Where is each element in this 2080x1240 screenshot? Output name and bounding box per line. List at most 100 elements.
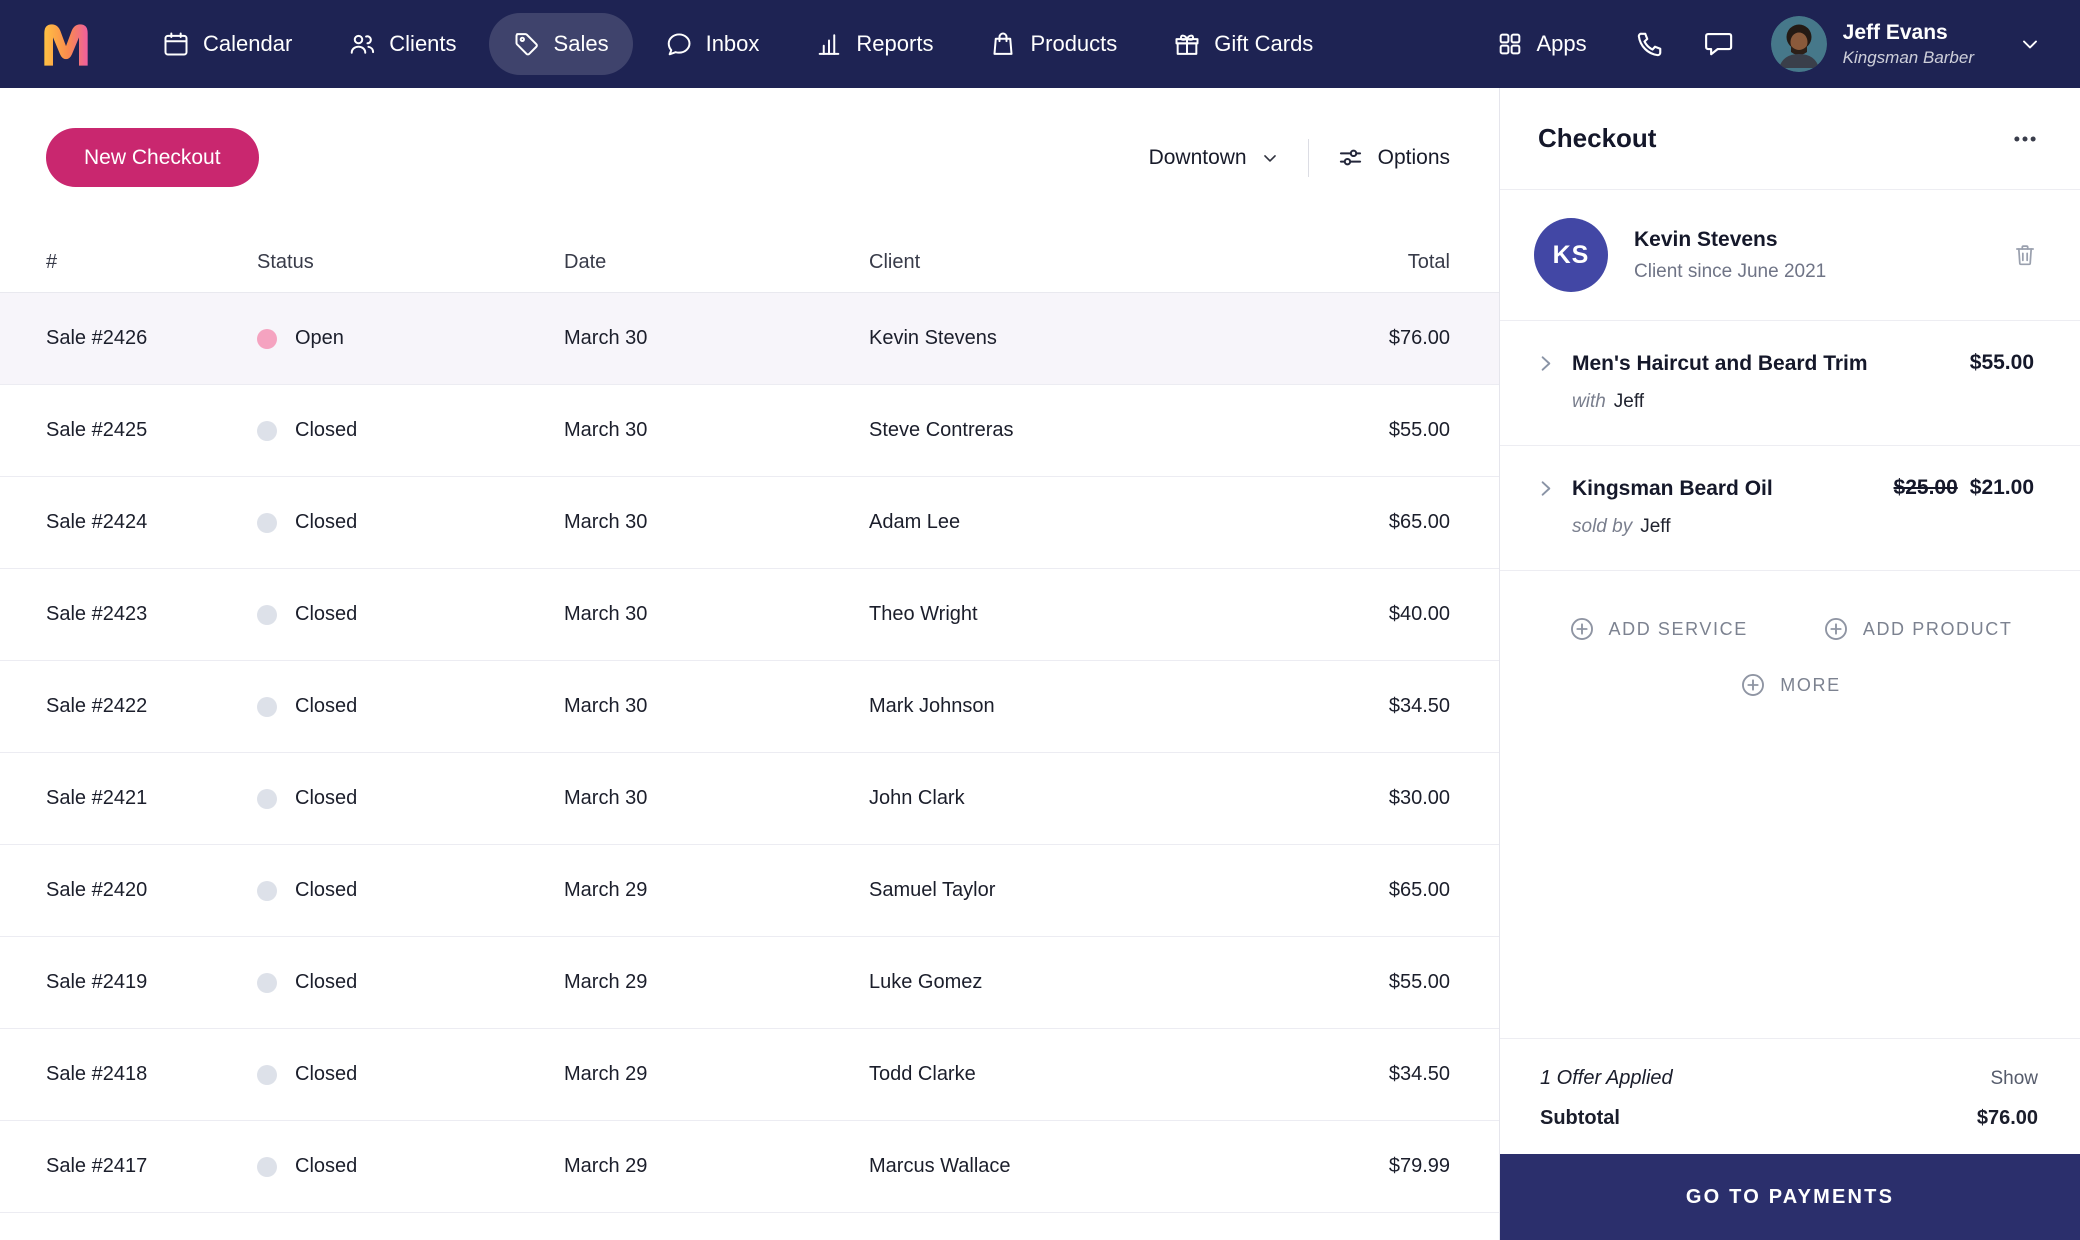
sale-status: Closed bbox=[257, 879, 564, 902]
nav-item-label: Products bbox=[1030, 31, 1118, 56]
shopping-bag-icon bbox=[989, 30, 1017, 58]
toolbar-divider bbox=[1307, 138, 1309, 177]
chevron-right-icon[interactable] bbox=[1534, 352, 1557, 375]
sale-status: Closed bbox=[257, 1155, 564, 1178]
sale-id: Sale #2418 bbox=[46, 1063, 148, 1085]
nav-item-label: Sales bbox=[553, 31, 609, 56]
location-label: Downtown bbox=[1148, 145, 1247, 169]
chevron-down-icon bbox=[1263, 154, 1276, 162]
location-dropdown[interactable]: Downtown bbox=[1149, 146, 1280, 170]
sale-id: Sale #2425 bbox=[46, 419, 148, 441]
phone-icon[interactable] bbox=[1635, 29, 1665, 59]
add-product-button[interactable]: ADD PRODUCT bbox=[1822, 615, 2013, 643]
nav-item-sales[interactable]: Sales bbox=[488, 13, 633, 75]
nav-item-label: Calendar bbox=[203, 31, 293, 56]
sales-table: # Status Date Client Total Sale #2426 Op… bbox=[0, 233, 1499, 1213]
table-row[interactable]: Sale #2418 Closed March 29 Todd Clarke $… bbox=[0, 1029, 1499, 1121]
sale-date: March 29 bbox=[564, 1155, 648, 1177]
brand-logo-icon[interactable] bbox=[40, 20, 92, 68]
sale-total: $55.00 bbox=[1388, 419, 1450, 441]
table-row[interactable]: Sale #2425 Closed March 30 Steve Contrer… bbox=[0, 385, 1499, 477]
checkout-line-item-service[interactable]: Men's Haircut and Beard Trim $55.00 with… bbox=[1500, 321, 2080, 447]
table-row[interactable]: Sale #2420 Closed March 29 Samuel Taylor… bbox=[0, 845, 1499, 937]
sale-date: March 30 bbox=[564, 511, 648, 533]
sale-date: March 29 bbox=[564, 971, 648, 993]
navbar-right: Apps Jeff Evans bbox=[1486, 13, 2043, 75]
nav-item-label: Apps bbox=[1536, 31, 1587, 56]
status-label: Closed bbox=[295, 971, 358, 993]
nav-item-gift-cards[interactable]: Gift Cards bbox=[1149, 13, 1337, 75]
status-label: Closed bbox=[295, 419, 358, 441]
item-meta-prefix: with bbox=[1572, 391, 1606, 413]
table-row[interactable]: Sale #2419 Closed March 29 Luke Gomez $5… bbox=[0, 937, 1499, 1029]
chevron-down-icon[interactable] bbox=[2018, 32, 2042, 56]
sale-date: March 29 bbox=[564, 879, 648, 901]
sale-total: $34.50 bbox=[1388, 695, 1450, 717]
sale-client: Marcus Wallace bbox=[869, 1155, 1011, 1177]
chevron-right-icon[interactable] bbox=[1534, 477, 1557, 500]
go-to-payments-button[interactable]: GO TO PAYMENTS bbox=[1500, 1154, 2080, 1240]
more-options-icon[interactable] bbox=[2010, 124, 2040, 154]
options-button[interactable]: Options bbox=[1337, 144, 1450, 171]
remove-client-trash-icon[interactable] bbox=[2012, 242, 2038, 268]
sale-status: Closed bbox=[257, 787, 564, 810]
add-service-button[interactable]: ADD SERVICE bbox=[1568, 615, 1748, 643]
add-service-label: ADD SERVICE bbox=[1608, 618, 1748, 639]
table-row[interactable]: Sale #2423 Closed March 30 Theo Wright $… bbox=[0, 569, 1499, 661]
nav-item-apps[interactable]: Apps bbox=[1486, 13, 1597, 75]
status-dot-closed bbox=[257, 512, 277, 533]
table-row[interactable]: Sale #2424 Closed March 30 Adam Lee $65.… bbox=[0, 477, 1499, 569]
sliders-icon bbox=[1339, 149, 1361, 166]
status-dot-closed bbox=[257, 880, 277, 901]
user-business: Kingsman Barber bbox=[1842, 47, 1974, 67]
sale-status: Closed bbox=[257, 603, 564, 626]
user-avatar bbox=[1770, 16, 1827, 72]
nav-item-products[interactable]: Products bbox=[965, 13, 1141, 75]
checkout-client-card: KS Kevin Stevens Client since June 2021 bbox=[1500, 190, 2080, 321]
status-dot-closed bbox=[257, 788, 277, 809]
inbox-bubble-icon bbox=[665, 30, 693, 58]
sale-status: Closed bbox=[257, 511, 564, 534]
status-dot-closed bbox=[257, 1156, 277, 1177]
table-row[interactable]: Sale #2422 Closed March 30 Mark Johnson … bbox=[0, 661, 1499, 753]
user-menu[interactable]: Jeff Evans Kingsman Barber bbox=[1770, 16, 1974, 72]
more-button[interactable]: MORE bbox=[1739, 671, 1840, 699]
plus-circle-icon bbox=[1742, 674, 1765, 697]
panel-spacer bbox=[1500, 711, 2080, 1038]
subtotal-label: Subtotal bbox=[1540, 1107, 1620, 1129]
table-row[interactable]: Sale #2417 Closed March 29 Marcus Wallac… bbox=[0, 1121, 1499, 1213]
table-row[interactable]: Sale #2426 Open March 30 Kevin Stevens $… bbox=[0, 293, 1499, 385]
item-name: Kingsman Beard Oil bbox=[1572, 477, 1773, 501]
top-navbar: Calendar Clients Sales bbox=[0, 0, 2080, 88]
show-offer-link[interactable]: Show bbox=[1990, 1067, 2038, 1089]
checkout-line-item-product[interactable]: Kingsman Beard Oil $25.00 $21.00 sold by J… bbox=[1500, 446, 2080, 572]
status-dot-open bbox=[257, 328, 277, 349]
sale-id: Sale #2423 bbox=[46, 603, 148, 625]
sale-total: $34.50 bbox=[1388, 1063, 1450, 1085]
item-meta: with Jeff bbox=[1534, 391, 2034, 413]
status-label: Closed bbox=[295, 787, 358, 809]
column-header-client: Client bbox=[869, 251, 921, 273]
nav-item-reports[interactable]: Reports bbox=[791, 13, 957, 75]
clients-icon bbox=[348, 30, 376, 58]
sale-status: Open bbox=[257, 327, 564, 350]
sale-date: March 30 bbox=[564, 327, 648, 349]
sale-total: $55.00 bbox=[1388, 971, 1450, 993]
nav-item-clients[interactable]: Clients bbox=[324, 13, 480, 75]
table-row[interactable]: Sale #2421 Closed March 30 John Clark $3… bbox=[0, 753, 1499, 845]
column-header-status: Status bbox=[257, 251, 314, 273]
client-initials-avatar: KS bbox=[1534, 218, 1608, 292]
sale-client: Theo Wright bbox=[869, 603, 978, 625]
sale-client: Adam Lee bbox=[869, 511, 961, 533]
status-label: Closed bbox=[295, 879, 358, 901]
nav-item-inbox[interactable]: Inbox bbox=[641, 13, 784, 75]
chat-icon[interactable] bbox=[1703, 29, 1733, 59]
checkout-summary: 1 Offer Applied Show Subtotal $76.00 bbox=[1500, 1038, 2080, 1154]
nav-item-calendar[interactable]: Calendar bbox=[138, 13, 316, 75]
status-label: Closed bbox=[295, 511, 358, 533]
status-label: Closed bbox=[295, 695, 358, 717]
sale-status: Closed bbox=[257, 1063, 564, 1086]
sale-status: Closed bbox=[257, 971, 564, 994]
item-discounted-price: $21.00 bbox=[1969, 476, 2034, 500]
new-checkout-button[interactable]: New Checkout bbox=[46, 128, 259, 187]
